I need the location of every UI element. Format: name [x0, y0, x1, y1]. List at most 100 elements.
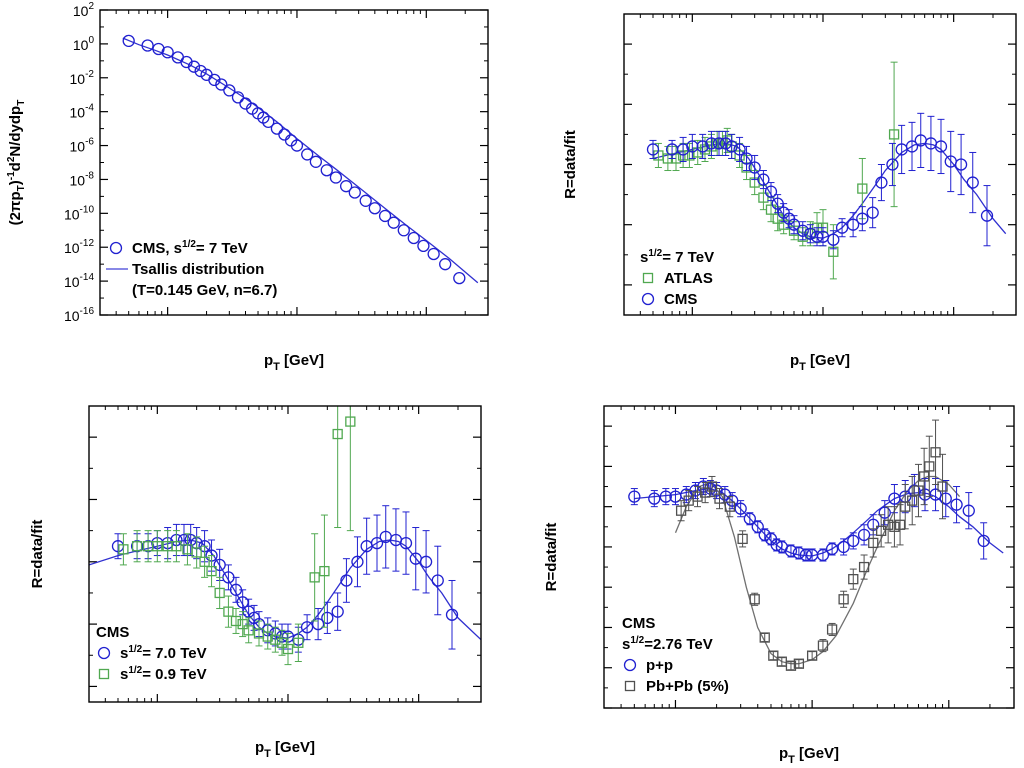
- legend-marker-circle: [641, 292, 655, 306]
- data-point: [866, 206, 879, 219]
- series-circle: [122, 34, 466, 285]
- plot-area: [89, 406, 481, 666]
- data-point: [939, 492, 952, 505]
- x-label-main: p: [779, 745, 788, 762]
- data-point: [724, 501, 735, 512]
- data-point: [868, 537, 879, 549]
- y-tick-base: 10: [70, 172, 86, 188]
- y-tick-exponent: 0: [88, 35, 94, 46]
- legend-text: 1/2: [648, 248, 662, 259]
- legend: s1/2= 7 TeV ATLAS CMS: [640, 248, 714, 308]
- data-point: [772, 213, 783, 224]
- data-point: [206, 565, 217, 577]
- legend-text: = 7.0 TeV: [142, 645, 206, 662]
- data-point: [152, 541, 163, 552]
- x-axis-label: pT [GeV]: [255, 739, 315, 760]
- data-point: [793, 658, 805, 669]
- data-point: [399, 536, 413, 550]
- data-point: [276, 637, 288, 648]
- data-point: [223, 606, 234, 617]
- legend-text: = 0.9 TeV: [142, 666, 206, 683]
- y-tick-label: 10-2: [70, 69, 95, 87]
- data-point: [894, 519, 906, 530]
- data-point: [924, 461, 935, 472]
- data-point: [712, 138, 723, 149]
- data-point: [825, 542, 839, 556]
- data-point: [733, 143, 746, 156]
- legend-text: Pb+Pb (5%): [646, 678, 729, 695]
- series-circle: [628, 473, 990, 562]
- data-point: [194, 64, 207, 78]
- data-point: [888, 129, 900, 140]
- data-point: [751, 520, 764, 533]
- legend-label: (T=0.145 GeV, n=6.7): [132, 282, 277, 299]
- y-tick-base: 10: [73, 3, 89, 19]
- plot-area: [628, 419, 1004, 671]
- legend-marker-square: [642, 272, 654, 284]
- y-tick-exponent: -8: [85, 170, 94, 181]
- x-label-sub: T: [788, 754, 795, 766]
- data-point: [453, 271, 466, 285]
- plot-frame: [603, 405, 1015, 709]
- data-point: [378, 209, 392, 223]
- y-label-part: T: [16, 185, 27, 191]
- data-point: [913, 485, 924, 496]
- legend-marker-square: [98, 668, 110, 680]
- data-point: [191, 547, 202, 558]
- legend-text: (T=0.145 GeV, n=6.7): [132, 282, 277, 299]
- data-point: [765, 204, 777, 215]
- legend-label: CMS: [96, 624, 129, 641]
- legend-text: s: [120, 666, 128, 683]
- y-axis-label: R=data/fit: [29, 520, 46, 589]
- data-point: [208, 73, 221, 87]
- data-point: [856, 212, 869, 225]
- data-point: [700, 487, 711, 498]
- legend-label: CMS: [622, 615, 655, 632]
- data-point: [699, 144, 711, 155]
- data-point: [743, 512, 756, 525]
- y-tick-base: 10: [64, 308, 80, 324]
- data-point: [321, 611, 334, 625]
- data-point: [659, 490, 672, 503]
- data-point: [230, 615, 242, 627]
- legend-label: Tsallis distribution: [132, 261, 264, 278]
- data-point: [231, 91, 245, 104]
- data-point: [748, 161, 761, 174]
- data-point: [407, 231, 420, 245]
- data-point: [397, 224, 410, 237]
- data-point: [215, 78, 228, 91]
- data-point: [846, 218, 860, 231]
- series-square: [118, 406, 356, 666]
- data-point: [757, 173, 770, 186]
- data-point: [712, 137, 726, 150]
- data-point: [177, 533, 191, 547]
- legend-label: s1/2=2.76 TeV: [622, 635, 713, 653]
- legend-text: s: [622, 636, 630, 653]
- data-point: [705, 137, 718, 150]
- data-point: [118, 544, 129, 555]
- data-point: [348, 186, 361, 199]
- data-point: [345, 416, 356, 427]
- data-point: [764, 185, 778, 198]
- data-point: [826, 624, 838, 635]
- legend-text: Tsallis distribution: [132, 261, 264, 278]
- legend-text: 1/2: [182, 239, 196, 250]
- x-axis-label: pT [GeV]: [264, 352, 324, 373]
- legend-text: = 7 TeV: [196, 240, 248, 257]
- data-point: [646, 143, 660, 156]
- data-point: [309, 572, 320, 583]
- data-point: [725, 140, 738, 153]
- data-point: [907, 495, 918, 506]
- data-point: [759, 632, 770, 643]
- data-point: [876, 525, 887, 536]
- y-tick-exponent: -12: [80, 238, 95, 249]
- data-point: [419, 555, 433, 568]
- data-point: [628, 490, 641, 503]
- legend-text: s: [120, 645, 128, 662]
- data-point: [796, 224, 809, 237]
- legend-marker-square: [624, 680, 636, 692]
- y-tick-label: 10-10: [64, 204, 94, 222]
- legend-text: s: [640, 249, 648, 266]
- x-label-main: p: [264, 352, 273, 369]
- x-label-unit: [GeV]: [271, 739, 315, 756]
